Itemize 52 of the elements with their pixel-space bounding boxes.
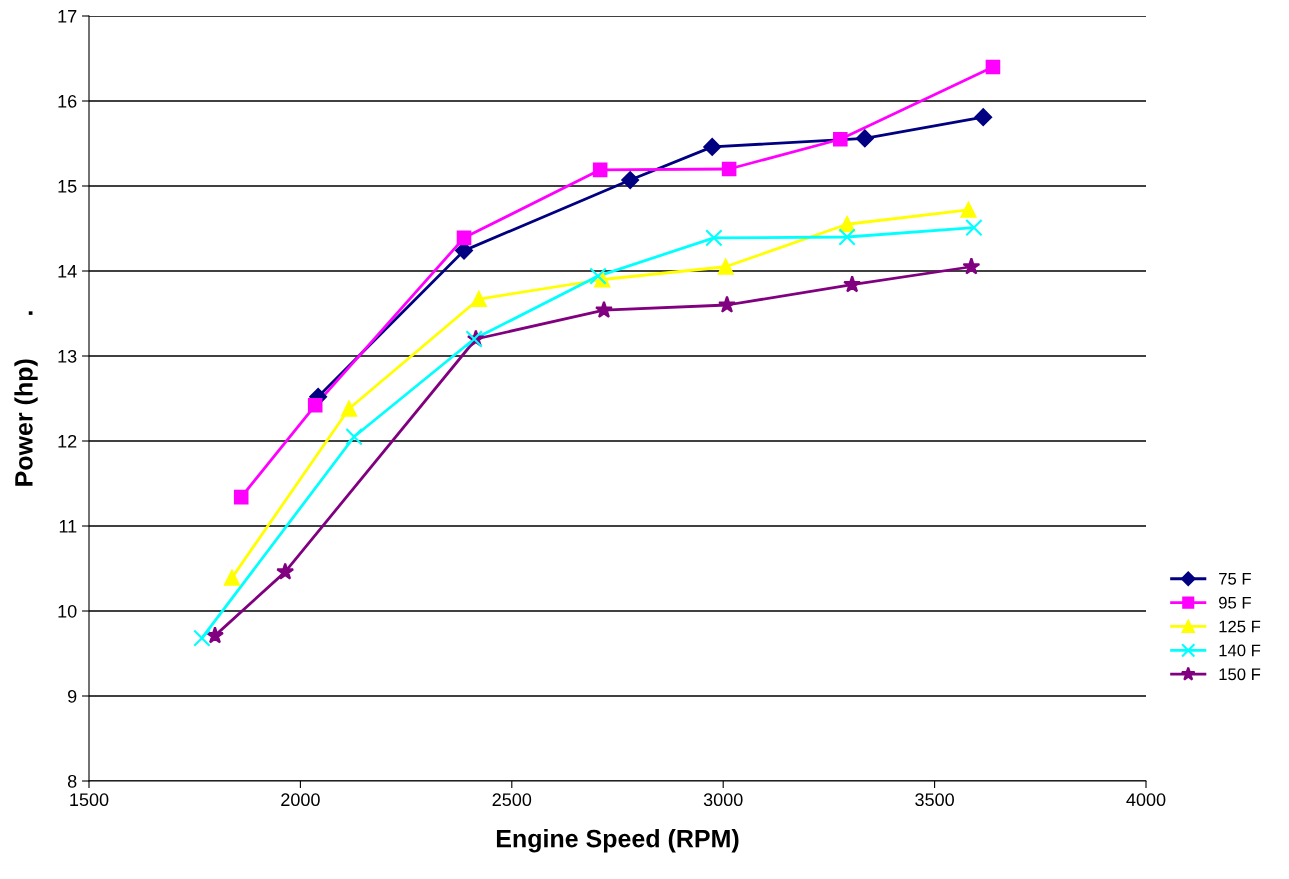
- point: [703, 138, 722, 156]
- legend-label: 125 F: [1219, 620, 1261, 633]
- y-tick-label: 10: [58, 604, 77, 618]
- y-tick-label: 11: [59, 520, 77, 533]
- point: [843, 275, 862, 293]
- point: [839, 216, 856, 233]
- y-tick-label: 13: [58, 349, 77, 363]
- y-axis-title: Power (hp) .: [14, 311, 38, 486]
- point: [307, 398, 323, 413]
- point: [965, 218, 983, 237]
- x-tick-label: 2500: [492, 793, 532, 807]
- point: [621, 171, 640, 189]
- y-tick-label: 8: [67, 774, 77, 788]
- point: [960, 201, 977, 218]
- legend-label: 75 F: [1219, 573, 1251, 585]
- point: [833, 131, 848, 147]
- legend-label: 150 F: [1219, 668, 1261, 681]
- point: [206, 626, 224, 644]
- point: [717, 258, 734, 275]
- point: [592, 162, 608, 178]
- point: [705, 229, 723, 247]
- point: [721, 161, 737, 177]
- point: [595, 300, 613, 318]
- point: [855, 129, 874, 148]
- point: [456, 230, 472, 246]
- point: [838, 228, 856, 246]
- y-tick-label: 12: [58, 434, 77, 448]
- point: [974, 108, 993, 127]
- point: [193, 629, 211, 647]
- point: [223, 569, 240, 586]
- x-tick-label: 3000: [703, 793, 743, 807]
- point: [962, 257, 981, 275]
- point: [276, 562, 295, 580]
- x-axis-title: Engine Speed (RPM): [496, 829, 739, 853]
- legend-label: 95 F: [1219, 596, 1251, 609]
- y-tick-label: 16: [58, 94, 77, 108]
- point: [589, 267, 607, 285]
- point: [718, 295, 736, 313]
- point: [470, 291, 487, 308]
- y-tick-label: 9: [68, 689, 77, 703]
- point: [341, 400, 358, 417]
- x-tick-label: 2000: [281, 793, 320, 807]
- x-tick-label: 4000: [1126, 793, 1166, 807]
- x-tick-label: 1500: [70, 793, 109, 807]
- y-tick-label: 17: [58, 10, 77, 23]
- legend-label: 140 F: [1219, 644, 1261, 657]
- x-tick-label: 3500: [915, 793, 954, 807]
- point: [345, 428, 363, 446]
- point: [985, 59, 1001, 75]
- y-tick-label: 15: [58, 180, 77, 193]
- y-tick-label: 14: [58, 265, 77, 278]
- point: [233, 489, 249, 505]
